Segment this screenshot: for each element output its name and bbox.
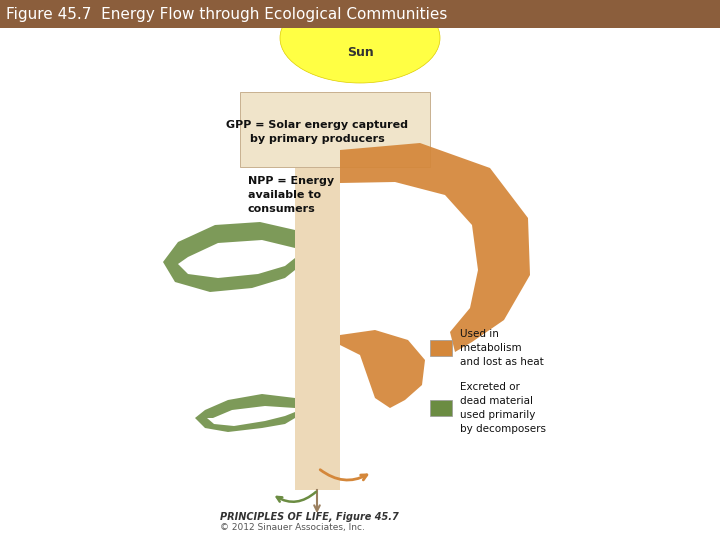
Polygon shape	[340, 143, 530, 352]
Text: GPP = Solar energy captured
by primary producers: GPP = Solar energy captured by primary p…	[226, 120, 408, 144]
Bar	[240, 92, 430, 167]
Bar	[430, 400, 452, 416]
Text: © 2012 Sinauer Associates, Inc.: © 2012 Sinauer Associates, Inc.	[220, 523, 365, 532]
Bar	[0, 0, 720, 28]
Text: Sun: Sun	[346, 45, 374, 58]
Bar	[295, 92, 340, 490]
Text: NPP = Energy
available to
consumers: NPP = Energy available to consumers	[248, 176, 334, 214]
Polygon shape	[195, 394, 295, 432]
FancyArrowPatch shape	[320, 470, 367, 480]
Bar	[430, 340, 452, 356]
Text: PRINCIPLES OF LIFE, Figure 45.7: PRINCIPLES OF LIFE, Figure 45.7	[220, 512, 399, 522]
Polygon shape	[163, 222, 295, 292]
Text: Excreted or
dead material
used primarily
by decomposers: Excreted or dead material used primarily…	[460, 382, 546, 434]
Text: Figure 45.7  Energy Flow through Ecological Communities: Figure 45.7 Energy Flow through Ecologic…	[6, 6, 447, 22]
Polygon shape	[340, 330, 425, 408]
FancyArrowPatch shape	[276, 492, 316, 502]
Text: Used in
metabolism
and lost as heat: Used in metabolism and lost as heat	[460, 329, 544, 367]
Ellipse shape	[280, 0, 440, 83]
